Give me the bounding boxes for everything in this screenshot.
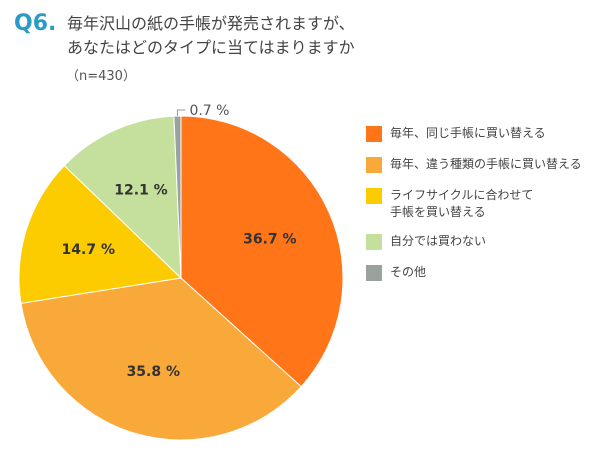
legend-label: 自分では買わない (390, 234, 487, 248)
pie-slice-4 (63, 115, 182, 280)
legend-label: ライフサイクルに合わせて 手帳を買い替える (390, 188, 534, 219)
legend-swatch (366, 265, 382, 281)
slice-value-label-2: 35.8 % (127, 364, 180, 380)
slice-value-label-5: 0.7 % (189, 103, 229, 119)
legend-item-2: 毎年、違う種類の手帳に買い替える (366, 156, 596, 173)
legend-swatch (366, 234, 382, 250)
legend-item-5: その他 (366, 264, 596, 281)
question-line-2: あなたはどのタイプに当てはまりますか (67, 38, 355, 57)
leader-line (176, 109, 186, 117)
pie-slice-1 (180, 115, 344, 388)
legend-item-4: 自分では買わない (366, 233, 596, 250)
slice-value-label-1: 36.7 % (243, 232, 296, 248)
legend-swatch (366, 157, 382, 173)
pie-slice-2 (20, 277, 302, 441)
pie-slice-5 (173, 115, 182, 279)
slice-value-label-3: 14.7 % (62, 242, 115, 258)
sample-size: （n=430） (66, 69, 136, 84)
legend-item-1: 毎年、同じ手帳に買い替える (366, 125, 596, 142)
legend-label: 毎年、違う種類の手帳に買い替える (390, 157, 582, 171)
pie-slice-3 (18, 164, 183, 304)
question-number: Q6. (14, 11, 57, 36)
legend-swatch (366, 126, 382, 142)
legend-swatch (366, 188, 382, 204)
question-text: 毎年沢山の紙の手帳が発売されますが、 あなたはどのタイプに当てはまりますか (67, 12, 587, 60)
legend: 毎年、同じ手帳に買い替える毎年、違う種類の手帳に買い替えるライフサイクルに合わせ… (366, 125, 596, 295)
legend-label: その他 (390, 265, 427, 279)
question-line-1: 毎年沢山の紙の手帳が発売されますが、 (67, 14, 355, 33)
slice-value-label-4: 12.1 % (114, 182, 167, 198)
legend-item-3: ライフサイクルに合わせて 手帳を買い替える (366, 187, 596, 221)
legend-label: 毎年、同じ手帳に買い替える (390, 126, 546, 140)
